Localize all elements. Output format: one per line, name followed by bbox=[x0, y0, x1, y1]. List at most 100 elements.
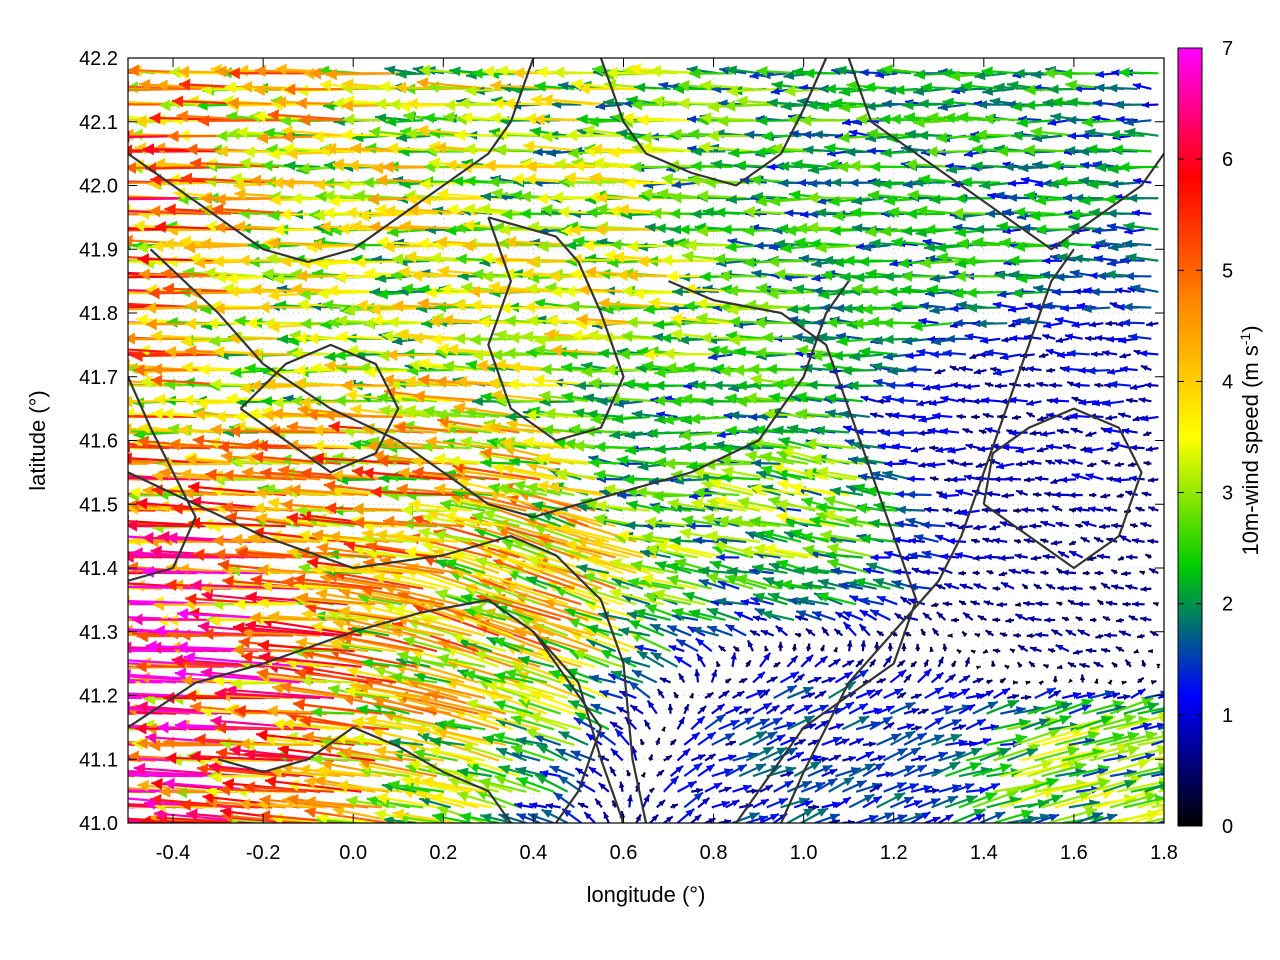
wind-arrow bbox=[842, 755, 857, 762]
colorbar-tick-label: 3 bbox=[1222, 483, 1233, 505]
wind-arrow bbox=[1072, 381, 1090, 389]
x-tick-label: 1.0 bbox=[790, 842, 818, 864]
wind-arrow bbox=[706, 607, 740, 621]
wind-arrow bbox=[759, 784, 774, 793]
wind-arrow bbox=[259, 794, 341, 809]
wind-arrow bbox=[583, 811, 596, 823]
wind-arrow bbox=[676, 747, 691, 762]
wind-arrow bbox=[1040, 520, 1056, 528]
wind-arrow bbox=[1049, 382, 1063, 389]
wind-arrow bbox=[986, 699, 1020, 715]
wind-arrow bbox=[574, 711, 610, 731]
wind-arrow bbox=[1148, 648, 1153, 654]
wind-arrow bbox=[316, 812, 376, 823]
wind-arrow bbox=[466, 698, 520, 715]
colorbar-tick-label: 1 bbox=[1222, 705, 1233, 727]
wind-arrow bbox=[724, 763, 748, 778]
wind-arrow bbox=[971, 489, 987, 497]
wind-arrow bbox=[931, 705, 954, 715]
y-tick-label: 42.0 bbox=[79, 176, 118, 198]
wind-arrow bbox=[642, 794, 651, 808]
wind-arrow bbox=[1085, 431, 1097, 437]
wind-arrow bbox=[718, 754, 737, 762]
wind-arrow bbox=[510, 744, 555, 762]
x-tick-label: 1.4 bbox=[970, 842, 998, 864]
wind-arrow bbox=[599, 649, 637, 668]
wind-arrow bbox=[1051, 288, 1076, 296]
wind-arrow bbox=[1085, 647, 1097, 654]
wind-arrow bbox=[697, 763, 716, 778]
grid-lines bbox=[128, 57, 1165, 824]
wind-arrow bbox=[945, 521, 960, 528]
wind-arrow bbox=[1116, 694, 1131, 701]
wind-arrow bbox=[1047, 648, 1056, 654]
wind-arrow bbox=[403, 635, 452, 653]
wind-arrow bbox=[697, 705, 707, 715]
wind-arrow bbox=[683, 731, 701, 746]
wind-arrow bbox=[492, 732, 534, 746]
wind-arrow bbox=[238, 737, 314, 750]
wind-arrow bbox=[128, 149, 135, 153]
colorbar-label-superscript: -1 bbox=[1237, 333, 1253, 346]
wind-arrow bbox=[1061, 777, 1111, 793]
wind-arrow bbox=[1027, 794, 1064, 809]
wind-arrow bbox=[982, 412, 994, 419]
wind-arrow bbox=[1096, 553, 1111, 560]
wind-arrow bbox=[972, 738, 992, 746]
wind-arrow bbox=[889, 701, 916, 715]
wind-arrow bbox=[793, 704, 813, 715]
wind-arrow bbox=[718, 689, 730, 699]
wind-arrow bbox=[669, 738, 677, 746]
wind-arrow bbox=[529, 802, 548, 809]
wind-arrow bbox=[962, 427, 974, 434]
wind-arrow bbox=[1053, 491, 1069, 499]
wind-arrow bbox=[128, 665, 142, 668]
y-tick-label: 42.1 bbox=[79, 112, 118, 134]
wind-arrow bbox=[1050, 628, 1063, 637]
wind-arrow bbox=[819, 644, 825, 652]
wind-arrow bbox=[935, 583, 946, 590]
y-tick-label: 41.4 bbox=[79, 558, 118, 580]
wind-arrow bbox=[1005, 475, 1022, 483]
colorbar-tick-label: 6 bbox=[1222, 149, 1233, 171]
wind-arrow bbox=[738, 707, 752, 715]
wind-arrow bbox=[922, 569, 939, 576]
wind-arrow bbox=[1147, 538, 1159, 545]
wind-arrow bbox=[691, 626, 720, 637]
wind-arrow bbox=[695, 637, 713, 653]
wind-arrow bbox=[958, 792, 998, 809]
wind-arrow bbox=[746, 639, 754, 652]
wind-arrow bbox=[1057, 585, 1070, 592]
wind-arrow bbox=[724, 799, 740, 809]
colorbar-tick-label: 2 bbox=[1222, 594, 1233, 616]
wind-arrow bbox=[374, 745, 445, 762]
wind-arrow bbox=[548, 669, 589, 684]
wind-arrow bbox=[876, 678, 887, 684]
wind-arrow bbox=[1079, 674, 1086, 683]
wind-arrow bbox=[557, 730, 589, 746]
wind-arrow bbox=[356, 704, 396, 715]
wind-arrow bbox=[622, 267, 671, 280]
wind-arrow bbox=[681, 393, 726, 405]
wind-arrow bbox=[1055, 521, 1070, 528]
wind-arrow bbox=[1061, 365, 1083, 373]
wind-arrow bbox=[635, 813, 642, 823]
wind-arrow bbox=[821, 768, 838, 778]
wind-arrow bbox=[413, 748, 458, 762]
wind-arrow bbox=[979, 747, 1012, 762]
wind-arrow bbox=[828, 658, 842, 668]
wind-arrow bbox=[970, 538, 981, 544]
wind-arrow bbox=[972, 570, 980, 576]
wind-arrow bbox=[959, 583, 974, 590]
wind-arrow bbox=[1152, 601, 1159, 607]
wind-arrow bbox=[706, 625, 733, 637]
wind-arrow bbox=[1116, 711, 1164, 731]
wind-arrow bbox=[128, 540, 129, 542]
y-tick-label: 41.7 bbox=[79, 367, 118, 389]
wind-arrow bbox=[485, 680, 541, 700]
wind-arrow bbox=[1121, 680, 1127, 686]
x-tick-label: 0.8 bbox=[700, 842, 728, 864]
wind-arrow bbox=[718, 719, 740, 731]
wind-arrow bbox=[1038, 352, 1049, 359]
wind-arrow bbox=[1019, 352, 1035, 359]
